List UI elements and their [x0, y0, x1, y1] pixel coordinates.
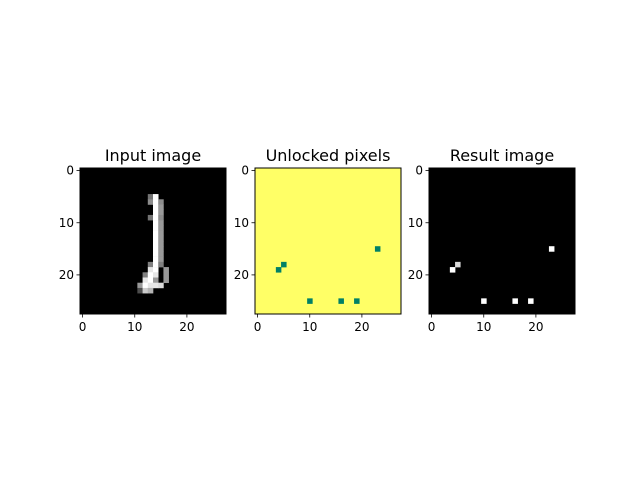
- pixel: [147, 194, 154, 200]
- axis-ticks: 0 10 20 0 10 20: [59, 164, 195, 334]
- pixel: [153, 272, 159, 278]
- y-tick-label: 0: [415, 164, 423, 178]
- pixel: [153, 214, 159, 221]
- pixel: [153, 246, 159, 252]
- pixel: [153, 256, 159, 263]
- pixel: [153, 267, 159, 273]
- pixel: [153, 277, 159, 284]
- pixel: [147, 287, 154, 294]
- axes-frame: [79, 167, 227, 315]
- y-tick-label: 0: [66, 164, 74, 178]
- pixel: [158, 220, 164, 226]
- pixel: [163, 272, 169, 278]
- plot-area: [80, 168, 226, 314]
- pixel: [158, 209, 164, 216]
- pixel: [158, 235, 164, 242]
- pixel: [338, 298, 344, 304]
- image-background: [429, 168, 575, 314]
- pixel: [147, 282, 154, 289]
- pixel: [153, 225, 159, 231]
- x-tick-label: 10: [476, 320, 491, 334]
- pixel: [147, 267, 154, 273]
- pixel: [481, 298, 487, 304]
- panel-unlocked-pixels: Unlocked pixels 0 10 20 0 10 20: [234, 146, 402, 334]
- pixel: [147, 272, 154, 278]
- pixel: [153, 282, 159, 289]
- pixel: [153, 261, 159, 268]
- chart-title: Result image: [450, 146, 554, 165]
- axis-ticks: 0 10 20 0 10 20: [234, 164, 370, 334]
- pixel: [307, 298, 313, 304]
- pixel: [158, 225, 164, 231]
- axis-ticks: 0 10 20 0 10 20: [408, 164, 544, 334]
- axes-frame: [254, 167, 402, 315]
- y-tick-label: 20: [408, 268, 423, 282]
- pixel: [158, 282, 164, 289]
- plot-area: [429, 168, 575, 314]
- x-tick-label: 0: [254, 320, 262, 334]
- x-tick-label: 20: [528, 320, 543, 334]
- pixel: [153, 230, 159, 237]
- x-tick-label: 10: [302, 320, 317, 334]
- pixel: [137, 287, 143, 294]
- pixel: [275, 267, 282, 273]
- pixel: [158, 251, 164, 257]
- chart-title: Input image: [105, 146, 201, 165]
- y-tick-label: 20: [234, 268, 249, 282]
- pixel: [142, 287, 149, 294]
- panel-input-image: Input image 0 10 20 0 10 20: [59, 146, 227, 334]
- image-background: [255, 168, 401, 314]
- pixel: [142, 277, 149, 284]
- pixel: [158, 230, 164, 237]
- y-tick-label: 0: [241, 164, 249, 178]
- pixel: [354, 298, 360, 304]
- pixel: [158, 256, 164, 263]
- pixel: [147, 214, 154, 221]
- pixel: [142, 282, 149, 289]
- x-tick-label: 10: [127, 320, 142, 334]
- x-tick-label: 20: [179, 320, 194, 334]
- chart-title: Unlocked pixels: [266, 146, 391, 165]
- pixel: [528, 298, 534, 304]
- x-tick-label: 0: [79, 320, 87, 334]
- pixel: [512, 298, 518, 304]
- pixel: [374, 246, 381, 252]
- pixel: [158, 204, 164, 211]
- y-tick-label: 10: [59, 216, 74, 230]
- pixel: [153, 199, 159, 205]
- pixel: [449, 267, 456, 273]
- pixel: [163, 267, 169, 273]
- y-tick-label: 10: [408, 216, 423, 230]
- plot-area: [255, 168, 401, 314]
- pixel: [158, 199, 164, 205]
- pixel: [153, 251, 159, 257]
- pixel: [147, 277, 154, 284]
- panel-result-image: Result image 0 10 20 0 10 20: [408, 146, 576, 334]
- x-tick-label: 0: [428, 320, 436, 334]
- pixel: [153, 235, 159, 242]
- pixel: [158, 214, 164, 221]
- pixel: [153, 209, 159, 216]
- pixel: [137, 282, 143, 289]
- pixel: [163, 277, 169, 284]
- pixel: [158, 241, 164, 247]
- pixel: [153, 241, 159, 247]
- pixel: [455, 261, 461, 268]
- pixel: [153, 220, 159, 226]
- pixel: [153, 194, 159, 200]
- pixel: [147, 261, 154, 268]
- pixel: [548, 246, 555, 252]
- y-tick-label: 10: [234, 216, 249, 230]
- y-tick-label: 20: [59, 268, 74, 282]
- pixel: [158, 246, 164, 252]
- pixel: [158, 261, 164, 268]
- pixel: [142, 272, 149, 278]
- pixel: [153, 204, 159, 211]
- axes-frame: [428, 167, 576, 315]
- pixel: [147, 199, 154, 205]
- x-tick-label: 20: [354, 320, 369, 334]
- pixel: [281, 261, 287, 268]
